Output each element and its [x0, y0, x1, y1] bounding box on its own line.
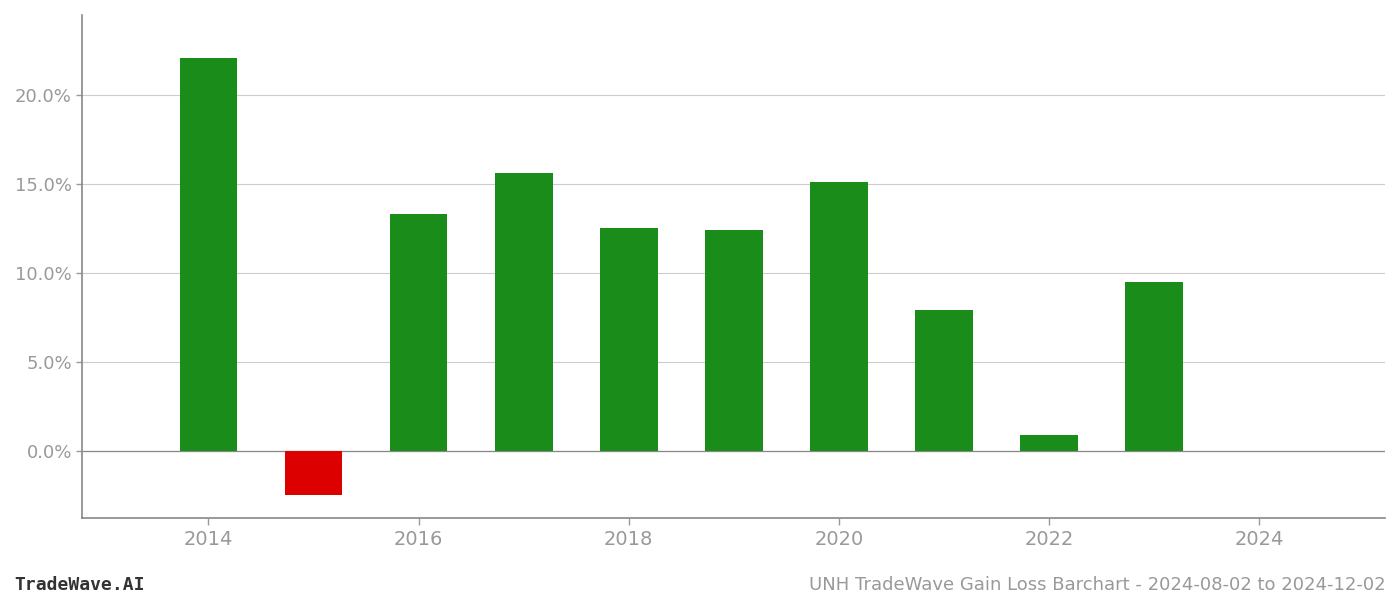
Text: UNH TradeWave Gain Loss Barchart - 2024-08-02 to 2024-12-02: UNH TradeWave Gain Loss Barchart - 2024-…	[809, 576, 1386, 594]
Bar	[809, 182, 868, 451]
Bar	[389, 214, 448, 451]
Bar	[1021, 434, 1078, 451]
Bar	[1126, 282, 1183, 451]
Bar	[179, 58, 238, 451]
Bar	[494, 173, 553, 451]
Bar	[704, 230, 763, 451]
Bar	[284, 451, 343, 495]
Text: TradeWave.AI: TradeWave.AI	[14, 576, 144, 594]
Bar	[599, 229, 658, 451]
Bar	[916, 310, 973, 451]
